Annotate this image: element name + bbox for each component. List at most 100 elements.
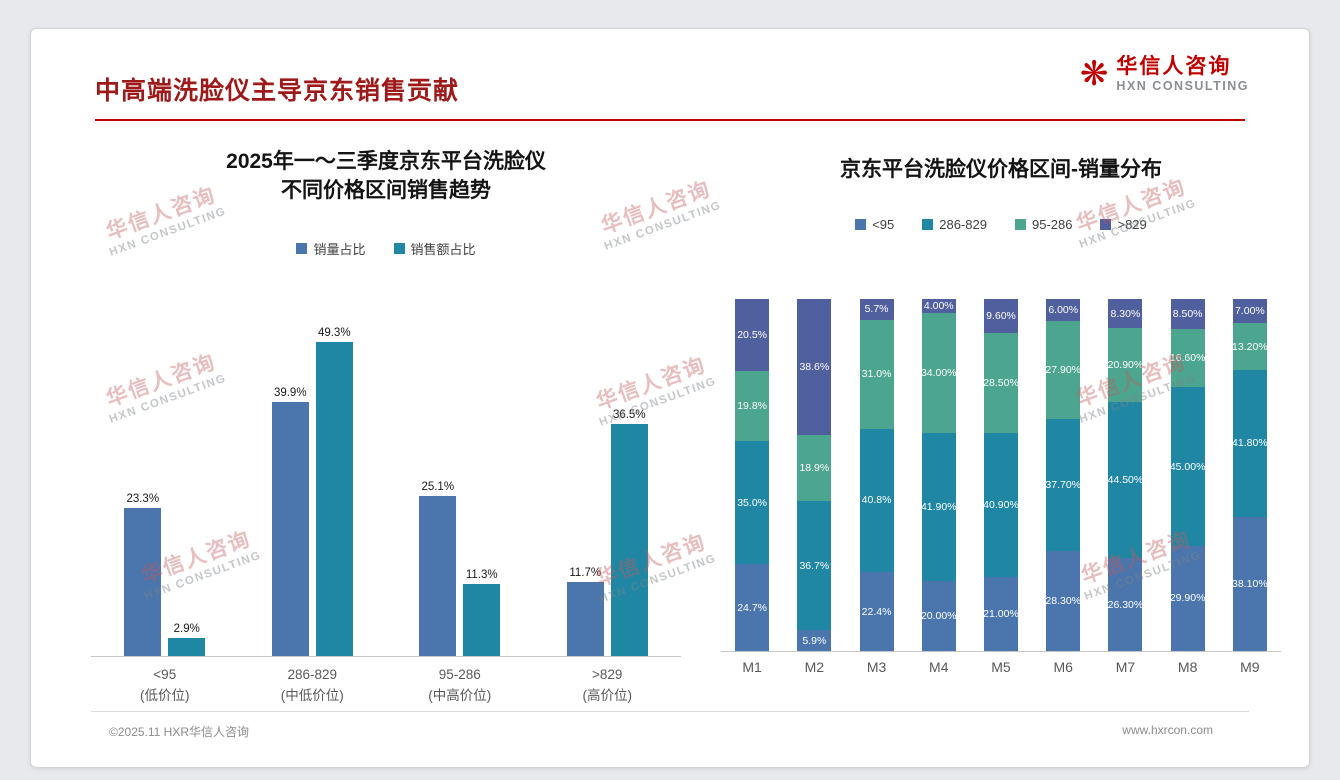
legend-swatch xyxy=(1015,219,1026,230)
stacked-segment: 28.30% xyxy=(1046,551,1081,651)
x-axis-label: M7 xyxy=(1115,659,1136,675)
legend-label: 销售额占比 xyxy=(410,242,476,257)
legend-item: 286-829 xyxy=(922,217,987,232)
legend-label: <95 xyxy=(872,217,895,232)
stacked-segment: 37.70% xyxy=(1046,418,1081,552)
segment-value-label: 27.90% xyxy=(1046,363,1081,376)
segment-value-label: 6.00% xyxy=(1048,303,1079,316)
segment-value-label: 21.00% xyxy=(983,608,1018,621)
bar-group: 11.7% 36.5% xyxy=(566,409,648,656)
bar-wrap: 49.3% xyxy=(315,327,353,656)
category-range-label: >829 xyxy=(592,667,623,682)
category-range-label: 286-829 xyxy=(287,667,338,682)
bar xyxy=(271,402,309,656)
legend-item: 销售额占比 xyxy=(393,239,476,258)
right-chart-title: 京东平台洗脸仪价格区间-销量分布 xyxy=(840,158,1162,181)
segment-value-label: 7.00% xyxy=(1234,305,1265,318)
footer-website: www.hxrcon.com xyxy=(1122,723,1213,737)
legend-item: >829 xyxy=(1100,217,1147,232)
bar xyxy=(419,496,457,656)
stacked-bar: 28.30% 37.70% 27.90% 6.00% xyxy=(1046,299,1081,651)
bar-value-label: 11.3% xyxy=(465,569,498,582)
bar-group: 23.3% 2.9% xyxy=(124,492,206,656)
stacked-segment: 29.90% xyxy=(1170,545,1205,651)
stacked-segment: 41.90% xyxy=(921,433,956,581)
bar xyxy=(315,342,353,656)
segment-value-label: 31.0% xyxy=(861,368,892,381)
segment-value-label: 38.6% xyxy=(799,360,830,373)
stacked-segment: 40.8% xyxy=(859,428,894,573)
stacked-bar: 29.90% 45.00% 16.60% 8.50% xyxy=(1170,299,1205,651)
segment-value-label: 40.90% xyxy=(983,499,1018,512)
category-tier-label: (低价位) xyxy=(140,687,190,703)
bar xyxy=(168,637,206,656)
stacked-bar: 26.30% 44.50% 20.90% 8.30% xyxy=(1108,299,1143,651)
legend-swatch xyxy=(296,243,308,254)
legend-item: <95 xyxy=(855,217,894,232)
stacked-bar: 24.7% 35.0% 19.8% 20.5% xyxy=(735,299,770,651)
category-tier-label: (中高价位) xyxy=(428,687,492,703)
stacked-segment: 28.50% xyxy=(983,332,1018,434)
stacked-segment: 16.60% xyxy=(1170,329,1205,388)
stacked-segment: 40.90% xyxy=(983,433,1018,578)
stacked-segment: 21.00% xyxy=(983,577,1018,651)
stacked-segment: 44.50% xyxy=(1108,401,1143,559)
stacked-segment: 24.7% xyxy=(735,564,770,651)
legend-label: >829 xyxy=(1117,217,1147,232)
right-chart-legend: <95 286-829 95-286 >829 xyxy=(721,217,1281,235)
logo-subtitle: HXN CONSULTING xyxy=(1116,79,1249,94)
right-chart-x-axis: M1 M2 M3 M4 M5 M6 M7 M8 M9 xyxy=(721,659,1281,675)
bar-value-label: 23.3% xyxy=(126,492,160,505)
bar xyxy=(610,423,648,656)
segment-value-label: 34.00% xyxy=(921,367,956,380)
segment-value-label: 13.20% xyxy=(1232,340,1267,353)
segment-value-label: 26.30% xyxy=(1108,598,1143,611)
segment-value-label: 45.00% xyxy=(1170,460,1205,473)
grouped-bar-plot: 23.3% 2.9% 39.9% 49.3% 25.1% 11.3% 11.7% 36.5% xyxy=(91,306,681,657)
segment-value-label: 20.5% xyxy=(737,329,767,342)
stacked-bar: 20.00% 41.90% 34.00% 4.00% xyxy=(921,299,956,651)
stacked-segment: 7.00% xyxy=(1232,298,1267,324)
x-axis-label: M3 xyxy=(866,659,887,675)
bar xyxy=(566,581,604,656)
bar-value-label: 25.1% xyxy=(421,481,455,494)
bar-wrap: 2.9% xyxy=(168,623,206,656)
segment-value-label: 8.50% xyxy=(1172,308,1203,321)
stacked-bar: 5.9% 36.7% 18.9% 38.6% xyxy=(797,298,832,651)
category-tier-label: (高价位) xyxy=(582,687,633,703)
legend-swatch xyxy=(1100,219,1112,230)
bar xyxy=(463,584,501,656)
segment-value-label: 20.00% xyxy=(921,609,956,622)
x-axis-label: M6 xyxy=(1053,659,1073,675)
stacked-bar: 21.00% 40.90% 28.50% 9.60% xyxy=(983,299,1018,651)
stacked-segment: 34.00% xyxy=(921,313,956,434)
slide-canvas: 中高端洗脸仪主导京东销售贡献 ❋ 华信人咨询 HXN CONSULTING 20… xyxy=(30,28,1310,768)
stacked-segment: 38.6% xyxy=(797,298,832,435)
category-range-label: 95-286 xyxy=(438,667,481,682)
segment-value-label: 40.8% xyxy=(861,494,892,507)
segment-value-label: 8.30% xyxy=(1110,307,1141,320)
stacked-segment: 20.00% xyxy=(921,580,956,651)
category-label: >829 (高价位) xyxy=(547,665,667,707)
x-axis-label: M1 xyxy=(742,659,762,675)
logo-name: 华信人咨询 xyxy=(1116,55,1232,78)
stacked-segment: 35.0% xyxy=(735,440,770,565)
stacked-segment: 13.20% xyxy=(1232,323,1267,370)
left-chart-x-axis: <95 (低价位) 286-829 (中低价位) 95-286 (中高价位) >829 (高价… xyxy=(91,665,681,707)
segment-value-label: 4.00% xyxy=(923,300,954,313)
category-label: <95 (低价位) xyxy=(105,665,225,707)
stacked-segment: 19.8% xyxy=(735,371,770,441)
segment-value-label: 5.7% xyxy=(864,303,889,316)
legend-swatch xyxy=(855,219,867,230)
segment-value-label: 44.50% xyxy=(1108,474,1143,487)
stacked-segment: 31.0% xyxy=(859,319,894,429)
x-axis-label: M9 xyxy=(1240,659,1260,675)
legend-label: 销量占比 xyxy=(313,242,366,257)
stacked-bar-plot: 24.7% 35.0% 19.8% 20.5% 5.9% 36.7% 18.9% 38.6% 2… xyxy=(721,298,1281,652)
footer-divider xyxy=(91,711,1249,712)
segment-value-label: 41.90% xyxy=(921,500,956,513)
stacked-bar: 38.10% 41.80% 13.20% 7.00% xyxy=(1232,298,1267,651)
segment-value-label: 5.9% xyxy=(802,634,827,647)
category-label: 95-286 (中高价位) xyxy=(400,665,520,707)
stacked-segment: 8.50% xyxy=(1170,299,1205,330)
